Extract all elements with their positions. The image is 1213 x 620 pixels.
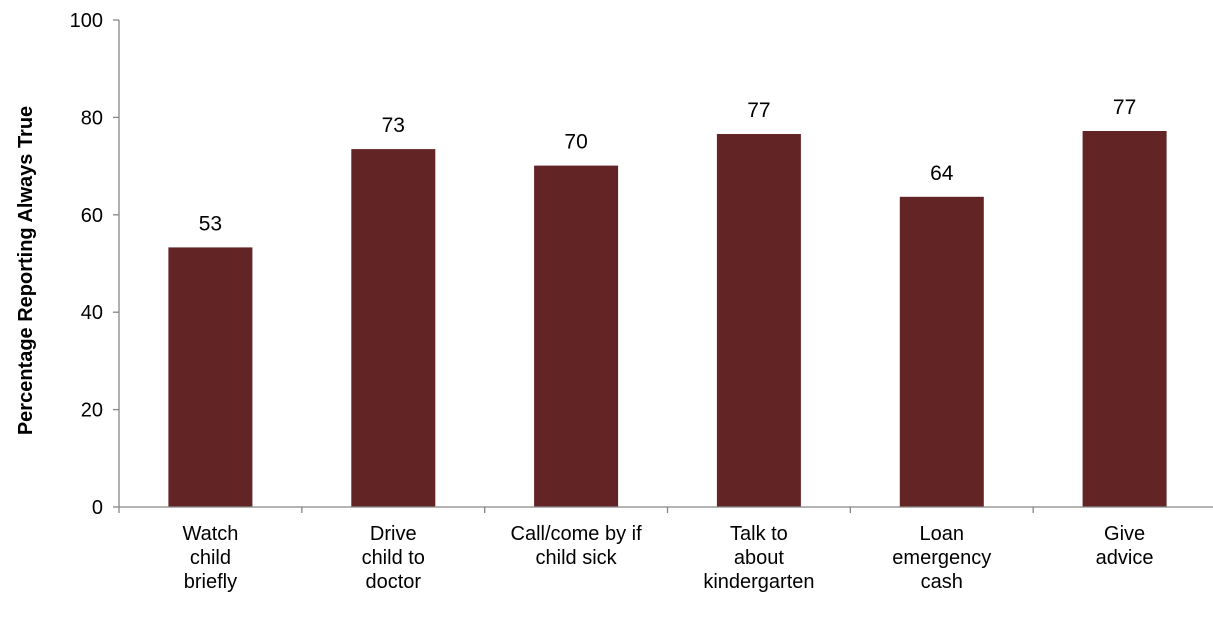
data-label: 53: [199, 212, 222, 235]
bar: [534, 165, 619, 507]
x-category-label-line: Loan: [920, 523, 965, 545]
y-tick-label: 20: [81, 400, 103, 422]
x-category-label-line: child: [190, 547, 231, 569]
x-category-label-line: advice: [1096, 547, 1154, 569]
data-label: 70: [564, 131, 587, 154]
data-label: 73: [382, 114, 405, 137]
bars-layer: [168, 131, 1167, 508]
bar: [1082, 131, 1167, 507]
x-category-label: Talk to about kindergarten: [703, 523, 814, 593]
data-label: 77: [747, 99, 770, 122]
x-category-label-line: Call/come by if: [511, 523, 643, 545]
x-category-label: Watch child briefly: [182, 523, 238, 593]
x-category-label-line: about: [734, 547, 784, 569]
x-category-label-line: cash: [921, 571, 963, 593]
x-category-label: Loan emergency cash: [892, 523, 991, 593]
x-category-label: Drive child to doctor: [362, 523, 425, 593]
x-category-label: Give advice: [1096, 523, 1154, 569]
y-tick-label: 40: [81, 302, 103, 324]
y-axis-title: Percentage Reporting Always True: [15, 106, 37, 435]
x-category-label-line: emergency: [892, 547, 991, 569]
y-tick-label: 60: [81, 205, 103, 227]
bar: [716, 134, 801, 507]
x-category-label-line: doctor: [365, 571, 421, 593]
x-category-label-line: child sick: [536, 547, 618, 569]
y-axis-title-group: Percentage Reporting Always True: [15, 106, 37, 435]
x-category-label: Call/come by if child sick: [511, 523, 643, 569]
bar: [899, 196, 984, 508]
y-tick-label: 100: [70, 10, 103, 32]
x-category-label-line: Watch: [182, 523, 238, 545]
y-tick-label: 0: [92, 497, 103, 519]
x-category-label-line: Drive: [370, 523, 417, 545]
x-category-label-line: briefly: [184, 571, 237, 593]
data-label: 64: [930, 162, 954, 185]
x-category-label-line: child to: [362, 547, 425, 569]
x-category-label-line: Talk to: [730, 523, 788, 545]
y-tick-label: 80: [81, 107, 103, 129]
x-category-label-line: Give: [1104, 523, 1145, 545]
bar: [351, 149, 436, 507]
axes-layer: [113, 19, 1213, 513]
data-label: 77: [1113, 96, 1136, 119]
bar: [168, 247, 253, 507]
x-category-label-line: kindergarten: [703, 571, 814, 593]
